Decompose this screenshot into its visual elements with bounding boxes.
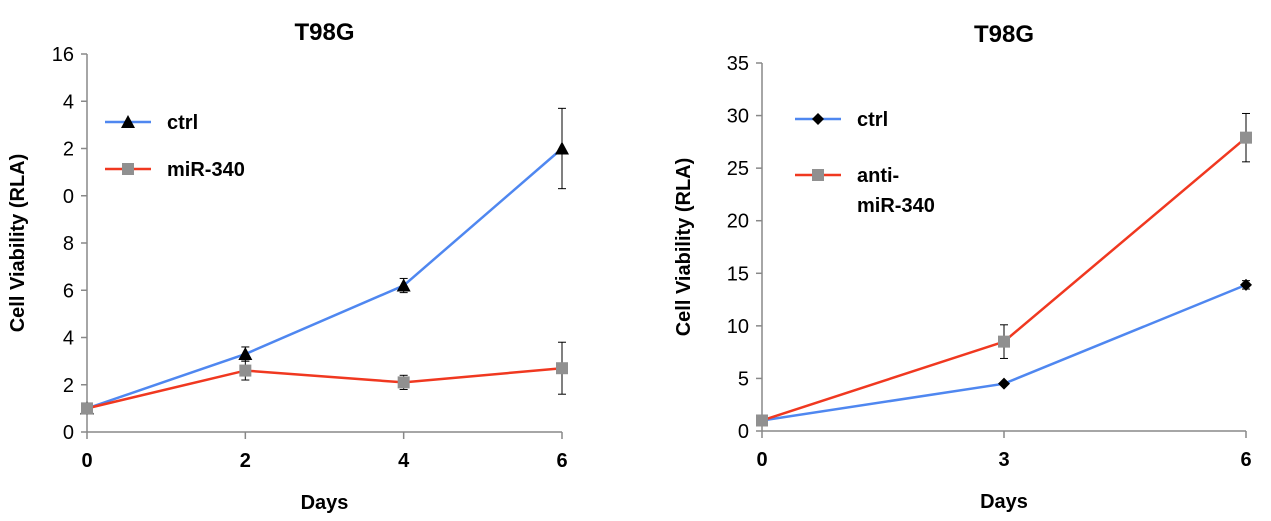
- y-tick-label: 8: [63, 233, 74, 255]
- legend-label: ctrl: [857, 109, 888, 131]
- y-tick-label: 0: [63, 186, 74, 208]
- y-tick-label: 4: [63, 328, 74, 350]
- y-tick-label: 0: [63, 422, 74, 444]
- y-tick-label: 4: [63, 91, 74, 113]
- legend-entry-1: anti-miR-340: [795, 165, 935, 217]
- series-1: [756, 112, 1252, 427]
- data-point-marker: [998, 335, 1010, 348]
- legend-marker: [122, 163, 134, 175]
- x-tick-label: 0: [81, 450, 92, 472]
- y-tick-label: 20: [727, 211, 749, 233]
- legend-label: anti-miR-340: [857, 165, 935, 217]
- data-point-marker: [239, 364, 252, 377]
- legend-marker: [121, 115, 135, 128]
- left-chart-panel: T98G 0 2 4 6 8 0 2 4 16 0 2 4 6 Days Cell Viability (RL…: [7, 19, 569, 514]
- data-point-marker: [238, 347, 253, 361]
- legend-marker: [812, 113, 824, 125]
- legend-entry-1: miR-340: [105, 159, 245, 181]
- data-point-marker: [397, 376, 410, 389]
- series-0: [80, 107, 569, 415]
- legend-label: ctrl: [167, 112, 198, 134]
- y-tick-label: 6: [63, 280, 74, 302]
- y-tick-label: 16: [52, 44, 74, 66]
- y-axis-label: Cell Viability (RLA): [7, 154, 29, 333]
- data-point-marker: [1240, 278, 1252, 291]
- y-tick-label: 15: [727, 263, 749, 285]
- chart-title: T98G: [294, 19, 354, 46]
- y-axis-label: Cell Viability (RLA): [673, 158, 695, 337]
- x-tick-label: 4: [398, 450, 410, 472]
- legend-label: miR-340: [167, 159, 245, 181]
- x-tick-label: 0: [756, 449, 767, 471]
- data-point-marker: [756, 414, 768, 427]
- y-tick-label: 2: [63, 139, 74, 161]
- y-tick-label: 35: [727, 53, 749, 75]
- legend-entry-0: ctrl: [795, 109, 888, 131]
- x-tick-label: 6: [1240, 449, 1251, 471]
- chart-title: T98G: [974, 21, 1034, 48]
- y-tick-label: 25: [727, 158, 749, 180]
- legend-entry-0: ctrl: [105, 112, 198, 134]
- y-tick-label: 2: [63, 375, 74, 397]
- x-axis-label: Days: [301, 492, 349, 514]
- data-point-marker: [396, 278, 411, 292]
- x-tick-label: 2: [240, 450, 251, 472]
- x-tick-label: 6: [556, 450, 567, 472]
- data-point-marker: [556, 362, 568, 375]
- y-tick-label: 0: [738, 421, 749, 443]
- data-point-marker: [81, 402, 93, 415]
- right-chart-panel: T98G 0 5 10 15 20 25 30 35 0 3 6 Days Cell Viability …: [673, 21, 1252, 513]
- series-line: [86, 147, 563, 410]
- y-tick-label: 10: [727, 316, 749, 338]
- legend-marker: [812, 169, 824, 181]
- x-tick-label: 3: [998, 449, 1009, 471]
- data-point-marker: [1240, 131, 1252, 144]
- series-line: [86, 366, 563, 410]
- x-axis-label: Days: [980, 491, 1028, 513]
- y-tick-label: 30: [727, 106, 749, 128]
- series-1: [81, 341, 568, 415]
- y-tick-label: 5: [738, 368, 749, 390]
- data-point-marker: [998, 377, 1010, 390]
- data-point-marker: [555, 141, 569, 155]
